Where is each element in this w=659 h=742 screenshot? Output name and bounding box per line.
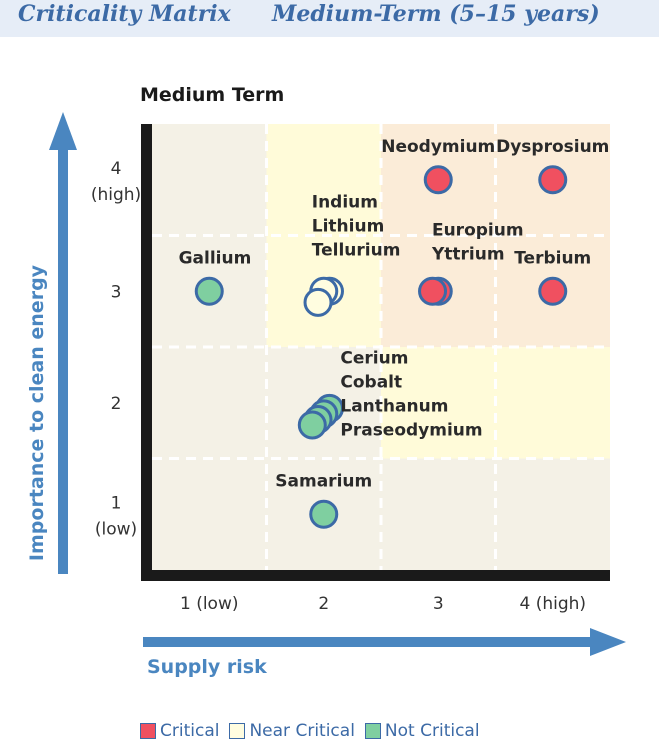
- matrix-cell: [152, 458, 267, 570]
- matrix-cell: [266, 124, 381, 236]
- legend-item: Critical: [140, 721, 219, 741]
- legend-swatch: [364, 723, 381, 739]
- point-label: Yttrium: [431, 245, 505, 265]
- point-label: Praseodymium: [340, 421, 482, 441]
- x-axis-line: [141, 570, 610, 581]
- chart-legend: Critical Near Critical Not Critical: [140, 720, 490, 742]
- matrix-cell: [381, 458, 496, 570]
- matrix-cell: [152, 347, 267, 459]
- legend-label: Critical: [160, 721, 220, 741]
- y-axis-arrow-head: [49, 112, 77, 150]
- y-tick-label: 4: [111, 159, 122, 179]
- y-axis-line: [141, 124, 152, 581]
- data-point-samarium: [309, 499, 339, 529]
- point-label: Dysprosium: [496, 137, 609, 157]
- x-axis-arrow-head: [590, 628, 626, 656]
- page-header: Criticality Matrix Medium-Term (5–15 yea…: [0, 0, 659, 37]
- matrix-cell: [495, 347, 610, 459]
- point-label: Lanthanum: [340, 397, 448, 417]
- data-point-tellurium: [303, 287, 333, 317]
- data-point-yttrium: [418, 276, 448, 306]
- legend-item: Not Critical: [364, 721, 480, 741]
- y-tick-label: 1: [111, 493, 122, 513]
- data-point-terbium: [538, 276, 568, 306]
- y-axis-label: Importance to clean energy: [26, 264, 48, 561]
- y-tick-label: (low): [95, 519, 137, 539]
- data-point-gallium: [194, 276, 224, 306]
- data-point-dysprosium: [538, 165, 568, 195]
- legend-swatch: [140, 723, 156, 739]
- data-point-neodymium: [423, 165, 453, 195]
- matrix-cell: [152, 124, 267, 236]
- x-tick-label: 2: [318, 594, 329, 614]
- y-tick-label: 2: [111, 394, 122, 414]
- point-label: Terbium: [514, 248, 591, 268]
- x-axis-arrow-shaft: [143, 637, 591, 647]
- point-label: Europium: [432, 221, 524, 241]
- point-label: Cobalt: [340, 373, 402, 393]
- y-tick-label: (high): [91, 185, 141, 205]
- point-label: Indium: [312, 193, 378, 213]
- x-tick-label: 4 (high): [519, 594, 586, 614]
- chart-title: Medium Term: [140, 84, 284, 106]
- point-label: Samarium: [275, 471, 372, 491]
- y-tick-label: 3: [111, 282, 122, 302]
- point-label: Gallium: [179, 248, 252, 268]
- point-label: Lithium: [312, 217, 385, 237]
- header-title: Criticality Matrix: [18, 1, 231, 27]
- legend-item: Near Critical: [229, 721, 355, 741]
- data-point-praseodymium: [297, 410, 327, 440]
- x-axis-label: Supply risk: [147, 656, 267, 678]
- matrix-cell: [495, 458, 610, 570]
- x-tick-label: 3: [433, 594, 444, 614]
- y-axis-arrow-shaft: [58, 148, 68, 574]
- legend-swatch: [229, 723, 246, 739]
- header-subtitle: Medium-Term (5–15 years): [272, 1, 600, 27]
- matrix-cell: [381, 347, 496, 459]
- legend-label: Near Critical: [249, 721, 355, 741]
- point-label: Tellurium: [312, 241, 401, 261]
- point-label: Cerium: [340, 349, 408, 369]
- x-tick-label: 1 (low): [180, 594, 239, 614]
- legend-label: Not Critical: [384, 721, 480, 741]
- point-label: Neodymium: [381, 137, 495, 157]
